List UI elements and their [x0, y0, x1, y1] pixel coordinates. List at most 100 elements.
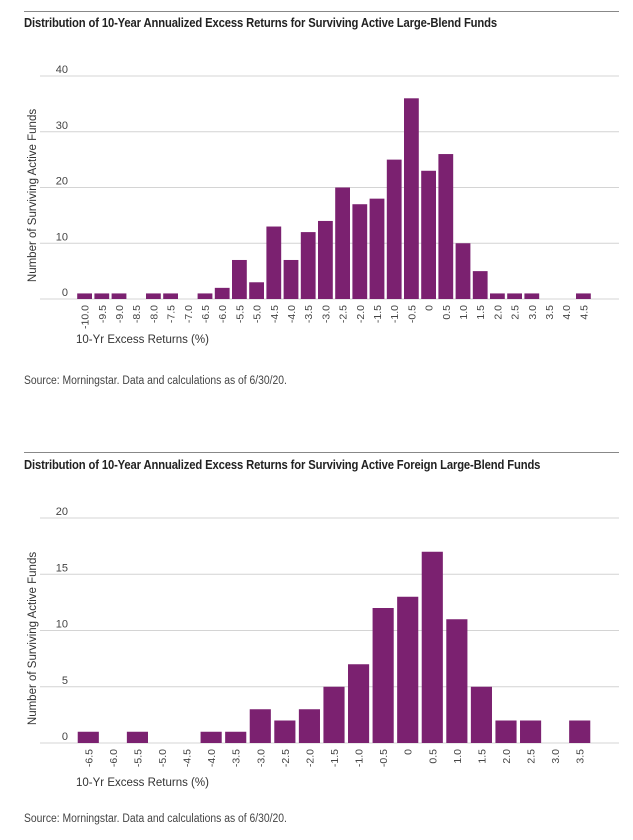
bar — [352, 204, 368, 299]
x-tick-label: -3.5 — [231, 749, 243, 767]
bar — [249, 282, 264, 299]
x-tick-label: -6.5 — [83, 749, 95, 767]
bar — [249, 709, 271, 743]
x-tick-label: -1.0 — [354, 749, 366, 767]
y-tick-label: 0 — [62, 287, 68, 299]
bar — [214, 287, 230, 299]
bar — [163, 293, 178, 299]
x-tick-label: -3.0 — [255, 749, 267, 767]
bar — [197, 293, 213, 299]
y-axis-label: Number of Surviving Active Funds — [27, 109, 39, 282]
bar — [274, 720, 296, 743]
x-tick-label: -3.5 — [303, 305, 315, 323]
bar — [369, 198, 385, 299]
y-tick-label: 5 — [62, 675, 68, 687]
bar — [490, 293, 505, 299]
bar — [569, 720, 591, 743]
y-tick-label: 10 — [56, 231, 68, 243]
x-tick-label: 0.5 — [427, 749, 439, 764]
bar — [225, 731, 247, 743]
x-tick-label: -7.5 — [166, 305, 178, 323]
bar — [94, 293, 110, 299]
bar — [470, 686, 492, 743]
y-axis-label: Number of Surviving Active Funds — [27, 552, 39, 725]
bar — [232, 259, 247, 299]
x-tick-label: -2.0 — [304, 749, 316, 767]
x-tick-label: -5.5 — [234, 305, 246, 323]
bar — [77, 293, 92, 299]
x-tick-label: 1.0 — [458, 305, 470, 320]
x-tick-label: -9.0 — [114, 305, 126, 323]
bar — [446, 619, 468, 743]
x-tick-label: -8.0 — [148, 305, 160, 323]
bar — [472, 271, 488, 299]
x-tick-label: 0 — [403, 749, 415, 755]
x-tick-label: 4.0 — [561, 305, 573, 320]
x-tick-label: 3.5 — [575, 749, 587, 764]
x-tick-label: -6.0 — [217, 305, 229, 323]
x-tick-label: 2.0 — [492, 305, 504, 320]
x-tick-label: -1.0 — [389, 305, 401, 323]
x-tick-label: -4.0 — [206, 749, 218, 767]
histogram-chart: 0 10 20 30 40 -10.0 -9.5 -9.0 -8.5 -8.0 -7.5 -7.0 -6… — [27, 64, 619, 346]
bar — [421, 170, 436, 299]
bar — [455, 243, 471, 299]
x-tick-label: 1.0 — [452, 749, 464, 764]
bar — [126, 731, 148, 743]
y-tick-label: 0 — [62, 731, 68, 743]
x-tick-label: 0 — [424, 305, 436, 311]
y-tick-label: 15 — [56, 562, 68, 574]
y-tick-label: 10 — [56, 619, 68, 631]
bar — [520, 720, 542, 743]
bar — [298, 709, 320, 743]
bar — [323, 686, 345, 743]
bar — [111, 293, 127, 299]
bar — [348, 664, 370, 743]
bar — [397, 596, 419, 743]
bar — [300, 232, 316, 299]
bar — [386, 159, 402, 299]
bar — [318, 220, 333, 299]
x-tick-label: -4.0 — [286, 305, 298, 323]
x-tick-label: 4.5 — [578, 305, 590, 320]
x-axis-label: 10-Yr Excess Returns (%) — [76, 777, 209, 789]
chart-title: Distribution of 10-Year Annualized Exces… — [24, 16, 498, 30]
x-tick-label: -6.5 — [200, 305, 212, 323]
x-tick-label: -7.0 — [183, 305, 195, 323]
x-tick-label: -2.5 — [280, 749, 292, 767]
source-note: Source: Morningstar. Data and calculatio… — [24, 813, 287, 825]
x-tick-label: -5.0 — [157, 749, 169, 767]
bar — [372, 608, 394, 743]
bar — [524, 293, 540, 299]
x-tick-label: -4.5 — [182, 749, 194, 767]
y-tick-label: 30 — [56, 120, 68, 132]
y-tick-label: 20 — [56, 506, 68, 518]
x-tick-label: -8.5 — [131, 305, 143, 323]
panel-top-rule — [24, 11, 619, 12]
x-tick-label: -5.5 — [132, 749, 144, 767]
x-tick-label: -2.5 — [338, 305, 350, 323]
bar — [438, 154, 454, 299]
bar — [507, 293, 522, 299]
x-tick-label: -0.5 — [406, 305, 418, 323]
x-tick-label: -1.5 — [329, 749, 341, 767]
bar — [576, 293, 591, 299]
x-tick-label: 2.5 — [510, 305, 522, 320]
bar — [335, 187, 350, 299]
x-tick-label: 2.0 — [501, 749, 513, 764]
x-tick-label: -0.5 — [378, 749, 390, 767]
x-tick-label: 3.0 — [527, 305, 539, 320]
panel-top-rule — [24, 452, 619, 453]
x-tick-label: 0.5 — [441, 305, 453, 320]
y-tick-label: 20 — [56, 176, 68, 188]
x-tick-label: -5.0 — [252, 305, 264, 323]
x-tick-label: -6.0 — [108, 749, 120, 767]
x-tick-label: 1.5 — [476, 749, 488, 764]
x-tick-label: -1.5 — [372, 305, 384, 323]
x-tick-label: 2.5 — [526, 749, 538, 764]
chart-title: Distribution of 10-Year Annualized Exces… — [24, 458, 541, 472]
bar — [77, 731, 99, 743]
x-tick-label: 1.5 — [475, 305, 487, 320]
x-tick-label: -2.0 — [355, 305, 367, 323]
